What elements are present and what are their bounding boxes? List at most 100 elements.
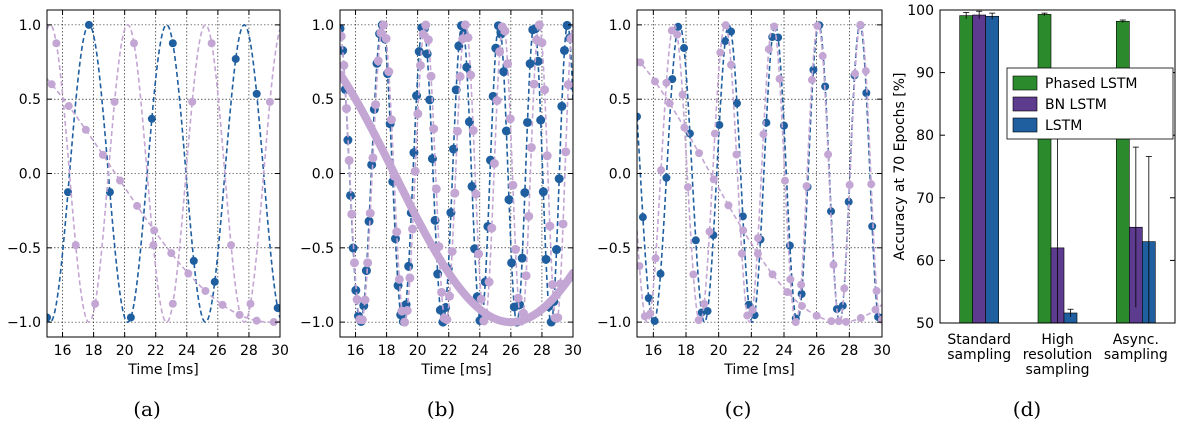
- data-point: [91, 299, 100, 308]
- data-point: [404, 261, 414, 271]
- y-tick-label: −1.0: [597, 315, 631, 331]
- data-point: [367, 160, 377, 170]
- chart-panel-a: 16 18 20 22 24 26 28 30 1.0 0.5 0.0 −0.5 −1.0 Time [m…: [7, 9, 289, 421]
- data-point: [64, 102, 73, 111]
- y-tick-label: −1.0: [7, 315, 41, 331]
- y-tick-label: 1.0: [609, 18, 631, 34]
- data-point: [349, 258, 359, 268]
- x-tick-label: 16: [347, 343, 365, 359]
- x-tick-label: 30: [271, 343, 289, 359]
- data-point: [423, 35, 433, 45]
- data-point: [508, 180, 518, 190]
- category-label: resolution: [1023, 347, 1093, 363]
- data-point: [147, 114, 156, 123]
- data-point: [47, 80, 56, 89]
- y-tick-label: 0.5: [609, 92, 631, 108]
- x-tick-label: 18: [677, 343, 695, 359]
- data-point: [650, 316, 659, 325]
- data-point: [867, 180, 876, 189]
- series-line: [637, 58, 882, 323]
- data-point: [689, 270, 698, 279]
- data-point: [342, 104, 352, 114]
- data-point: [785, 241, 794, 250]
- data-point: [489, 158, 499, 168]
- legend-swatch: [1012, 75, 1038, 91]
- data-point: [501, 126, 511, 136]
- data-point: [770, 22, 779, 31]
- data-point: [637, 112, 641, 121]
- data-point: [517, 253, 527, 263]
- data-point: [524, 211, 534, 221]
- data-point: [476, 294, 486, 304]
- data-point: [467, 181, 477, 191]
- data-point: [694, 316, 703, 325]
- data-point: [265, 97, 274, 106]
- data-point: [739, 226, 748, 235]
- data-point: [840, 284, 849, 293]
- data-point: [133, 201, 142, 210]
- x-tick-label: 16: [54, 343, 72, 359]
- data-point: [651, 254, 660, 263]
- data-point: [709, 175, 718, 184]
- data-point: [442, 315, 452, 325]
- data-point: [414, 47, 424, 57]
- data-point: [466, 70, 476, 80]
- x-tick-label: 20: [409, 343, 427, 359]
- data-point: [394, 274, 404, 284]
- data-point: [700, 299, 709, 308]
- data-point: [644, 294, 653, 303]
- data-point: [797, 280, 806, 289]
- data-point: [201, 286, 210, 295]
- x-tick-label: 30: [873, 343, 891, 359]
- chart-panel-c: 16 18 20 22 24 26 28 30 1.0 0.5 0.0 −0.5 −1.0 Time [m…: [597, 9, 891, 421]
- data-point: [507, 258, 517, 268]
- data-point: [703, 307, 712, 316]
- data-point: [662, 78, 671, 87]
- data-point: [452, 126, 462, 136]
- x-tick-label: 30: [564, 343, 582, 359]
- data-point: [715, 120, 724, 129]
- data-point: [386, 115, 396, 125]
- data-point: [738, 212, 747, 221]
- data-point: [110, 97, 119, 106]
- bar: [959, 15, 973, 324]
- data-point: [637, 58, 645, 67]
- panel-label: (d): [1013, 397, 1041, 421]
- y-tick-label: 80: [916, 128, 934, 144]
- y-tick-label: 70: [916, 191, 934, 207]
- data-point: [410, 166, 420, 176]
- data-point: [724, 201, 733, 210]
- data-point: [184, 269, 193, 278]
- series-2: [637, 58, 882, 326]
- data-point: [384, 67, 394, 77]
- data-point: [727, 60, 736, 69]
- data-point: [449, 144, 459, 154]
- data-point: [269, 318, 278, 327]
- data-point: [218, 300, 227, 309]
- data-point: [347, 209, 357, 219]
- series-line: [47, 24, 280, 323]
- y-tick-label: 60: [916, 253, 934, 269]
- data-point: [168, 39, 177, 48]
- y-tick-label: 100: [907, 3, 934, 19]
- data-point: [484, 277, 494, 287]
- data-point: [129, 39, 138, 48]
- data-point: [426, 71, 436, 81]
- data-point: [759, 130, 768, 139]
- data-point: [499, 67, 509, 77]
- x-tick-label: 22: [742, 343, 760, 359]
- data-point: [540, 85, 550, 95]
- data-point: [764, 45, 773, 54]
- data-point: [673, 30, 682, 39]
- x-tick-label: 22: [440, 343, 458, 359]
- series-2: [340, 70, 573, 327]
- data-point: [150, 226, 159, 235]
- y-tick-label: 0.5: [312, 92, 334, 108]
- data-point: [562, 20, 572, 30]
- data-point: [429, 124, 439, 134]
- data-point: [780, 121, 788, 130]
- data-point: [824, 150, 833, 159]
- data-point: [415, 60, 425, 70]
- data-point: [561, 147, 571, 157]
